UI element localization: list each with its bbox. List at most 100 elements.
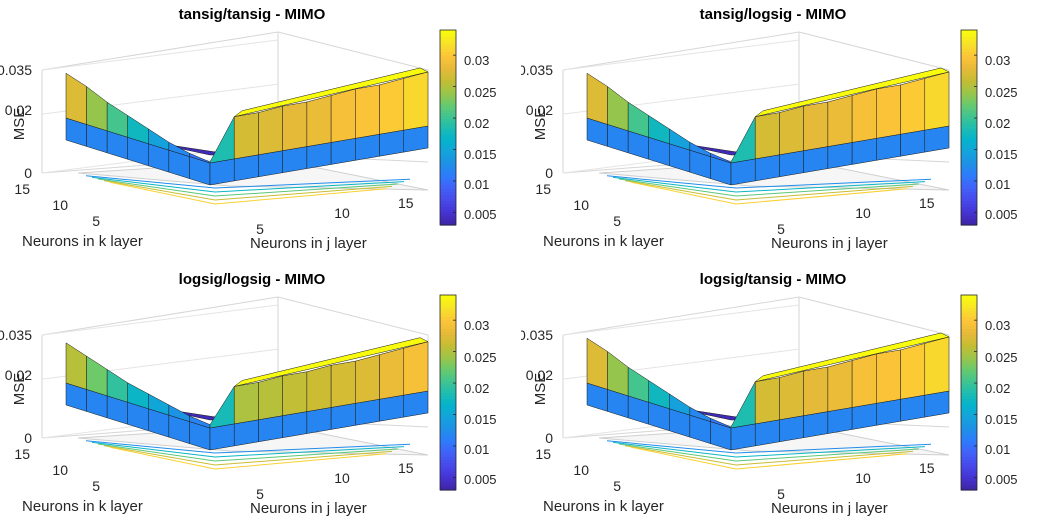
- surface-facet: [730, 423, 756, 451]
- colorbar-swatch: [440, 179, 456, 183]
- colorbar-swatch: [961, 185, 977, 190]
- x-tick-label: 5: [777, 486, 785, 502]
- colorbar-swatch: [961, 465, 977, 470]
- colorbar-swatch: [961, 218, 977, 223]
- colorbar-swatch: [961, 401, 977, 406]
- colorbar-swatch: [440, 221, 456, 226]
- colorbar-swatch: [440, 106, 456, 110]
- colorbar-swatch: [961, 63, 977, 68]
- surface-facet: [234, 67, 429, 117]
- colorbar-swatch: [961, 462, 977, 467]
- colorbar-swatch: [440, 127, 456, 132]
- surface-facet: [607, 86, 629, 132]
- x-axis-label: Neurons in j layer: [250, 235, 367, 252]
- colorbar-swatch: [440, 325, 456, 330]
- colorbar-swatch: [440, 218, 456, 223]
- colorbar-swatch: [440, 352, 456, 357]
- surface-facet: [355, 84, 380, 139]
- colorbar-swatch: [440, 69, 456, 74]
- surface-facet: [282, 101, 308, 151]
- surface-facet: [876, 398, 901, 426]
- surface-facet: [876, 133, 901, 161]
- chart-title: tansig/tansig - MIMO: [179, 6, 326, 23]
- colorbar-swatch: [961, 127, 977, 132]
- colorbar-swatch: [440, 483, 456, 488]
- y-tick-label: 5: [92, 478, 100, 494]
- surface-plot: tansig/tansig - MIMO MSE 0.035 0.02 0 15…: [0, 6, 497, 252]
- y-axis-label: Neurons in k layer: [22, 498, 143, 515]
- surface-layer: [562, 31, 950, 205]
- surface-facet: [827, 407, 853, 434]
- surface-facet: [403, 71, 429, 131]
- colorbar-swatch: [440, 45, 456, 49]
- grid-line: [562, 296, 800, 336]
- colorbar-swatch: [440, 97, 456, 101]
- x-tick-label: 15: [919, 460, 935, 476]
- colorbar-swatch: [440, 51, 456, 55]
- colorbar-swatch: [961, 368, 977, 372]
- z-tick-label: 0.035: [0, 327, 32, 343]
- colorbar-swatch: [440, 447, 456, 451]
- colorbar-swatch: [961, 340, 977, 345]
- colorbar-tick-label: 0.01: [464, 177, 489, 192]
- colorbar-swatch: [961, 173, 977, 177]
- colorbar: [960, 294, 978, 491]
- colorbar-swatch: [440, 419, 456, 424]
- contour-line: [109, 181, 387, 205]
- surface-facet: [355, 354, 380, 404]
- surface-facet: [330, 138, 356, 165]
- y-tick-label: 15: [14, 181, 30, 197]
- colorbar-swatch: [440, 30, 456, 34]
- colorbar-swatch: [961, 197, 977, 202]
- colorbar-tick-label: 0.025: [985, 85, 1018, 100]
- colorbar-swatch: [440, 358, 456, 363]
- colorbar-swatch: [961, 51, 977, 55]
- colorbar: [439, 29, 457, 226]
- surface-facet: [209, 385, 235, 429]
- colorbar-swatch: [440, 90, 456, 95]
- colorbar-tick-label: 0.015: [985, 412, 1018, 427]
- colorbar-swatch: [440, 301, 456, 305]
- surface-facet: [851, 403, 877, 430]
- colorbar-swatch: [440, 72, 456, 77]
- colorbar-swatch: [961, 456, 977, 461]
- colorbar-swatch: [961, 334, 977, 339]
- surface-facet: [86, 355, 108, 397]
- surface-layer: [562, 296, 950, 470]
- surface-facet: [754, 419, 780, 447]
- colorbar-swatch: [961, 78, 977, 83]
- colorbar-swatch: [440, 304, 456, 308]
- colorbar-swatch: [440, 133, 456, 138]
- colorbar-tick-label: 0.02: [464, 116, 489, 131]
- surface-facet: [355, 133, 380, 161]
- z-axis-label: MSE: [11, 373, 28, 406]
- colorbar-swatch: [961, 416, 977, 421]
- x-tick-label: 10: [855, 205, 871, 221]
- colorbar: [960, 29, 978, 226]
- colorbar-swatch: [440, 109, 456, 113]
- z-tick-label: 0: [24, 430, 32, 446]
- colorbar-swatch: [440, 340, 456, 345]
- colorbar-swatch: [961, 90, 977, 95]
- colorbar-swatch: [961, 453, 977, 458]
- surface-facet: [851, 138, 877, 165]
- colorbar-swatch: [440, 328, 456, 333]
- colorbar-swatch: [440, 42, 456, 46]
- contour-line: [91, 176, 405, 193]
- surface-facet: [924, 125, 950, 153]
- colorbar-swatch: [961, 39, 977, 43]
- colorbar-swatch: [440, 215, 456, 220]
- colorbar-tick-label: 0.01: [985, 177, 1010, 192]
- colorbar-swatch: [961, 316, 977, 320]
- colorbar-swatch: [961, 93, 977, 98]
- colorbar-swatch: [961, 139, 977, 144]
- colorbar-swatch: [440, 81, 456, 86]
- y-tick-label: 10: [52, 462, 68, 478]
- surface-plot: logsig/tansig - MIMO MSE 0.035 0.02 0 15…: [521, 271, 1018, 517]
- surface-facet: [258, 150, 283, 178]
- colorbar-swatch: [440, 164, 456, 168]
- surface-facet: [755, 67, 950, 117]
- surface-layer: [41, 31, 429, 205]
- colorbar-swatch: [440, 432, 456, 436]
- colorbar-swatch: [440, 383, 456, 388]
